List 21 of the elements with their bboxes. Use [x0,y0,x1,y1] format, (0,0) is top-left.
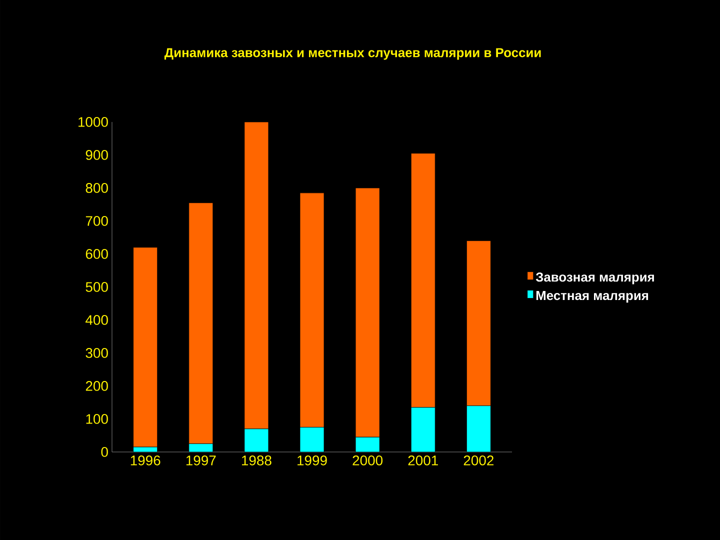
y-tick-label: 300 [86,348,108,358]
y-tick-label: 600 [86,249,108,259]
y-tick-label: 800 [86,183,108,193]
y-tick-label: 400 [86,315,108,325]
x-tick-label: 1999 [298,455,327,466]
chart-title: Динамика завозных и местных случаев малярии в России [164,48,541,60]
legend-label: Завозная малярия [536,272,654,284]
legend-label: Местная малярия [536,291,648,303]
y-tick-label: 1000 [78,117,108,127]
x-tick-label: 2002 [464,455,494,466]
x-tick-label: 2001 [408,455,438,466]
x-tick-label: 1996 [130,455,160,466]
x-tick-label: 1988 [242,455,272,466]
y-tick-label: 500 [86,282,108,292]
x-tick-label: 1997 [186,455,216,466]
y-tick-label: 900 [86,150,108,160]
y-tick-label: 200 [86,381,108,391]
y-tick-label: 700 [86,216,108,226]
x-tick-label: 2000 [352,455,383,466]
y-tick-label: 0 [101,447,108,457]
y-tick-label: 100 [86,414,108,424]
